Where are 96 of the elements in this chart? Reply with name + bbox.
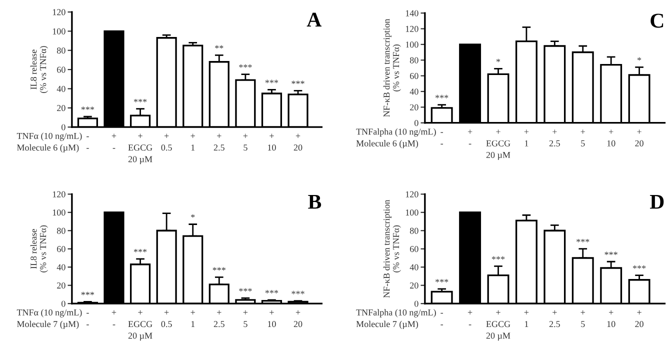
x-tick-label: + - — [468, 130, 472, 145]
y-tick-label: 100 — [406, 210, 418, 216]
x-tick-label: + 20 — [635, 130, 644, 146]
x-tick-label: + 0.5 — [161, 310, 172, 328]
chart-title: A — [306, 12, 322, 26]
y-tick-label: 60 — [57, 66, 66, 73]
data-label: *** — [134, 248, 147, 252]
data-label: *** — [632, 265, 646, 269]
data-label: *** — [292, 290, 304, 294]
data-label: *** — [81, 292, 94, 296]
data-label: *** — [81, 106, 94, 110]
y-tick-label: 40 — [56, 264, 66, 270]
x-axis-title: TNFα (10 ng/mL) Molecule 6 (µM) — [16, 132, 82, 152]
x-tick-label: + 2.5 — [549, 310, 560, 328]
data-label: *** — [436, 94, 448, 98]
x-tick-label: + 20 — [294, 134, 302, 151]
y-axis-title: IL8 release (% vs TNFα) — [30, 46, 48, 93]
y-tick-label: 60 — [410, 72, 418, 80]
data-label: *** — [265, 80, 278, 84]
y-tick-label: 80 — [410, 228, 418, 234]
y-tick-label: 100 — [52, 28, 66, 34]
x-tick-label: + EGCG 20 µM — [128, 310, 152, 341]
x-tick-label: + 20 — [294, 310, 302, 328]
y-tick-label: 20 — [57, 105, 66, 112]
x-tick-label: + - — [468, 310, 472, 326]
x-tick-label: + 0.5 — [161, 134, 172, 151]
y-tick-label: 0 — [414, 120, 418, 126]
x-tick-label: + EGCG 20 µM — [128, 134, 152, 164]
data-label: * — [637, 57, 642, 61]
y-tick-label: 0 — [62, 300, 66, 307]
x-tick-label: + 5 — [243, 134, 248, 151]
x-tick-label: + 10 — [607, 130, 616, 146]
y-tick-label: 80 — [56, 228, 66, 234]
y-tick-label: 120 — [52, 191, 66, 198]
category-label: - - — [440, 312, 444, 326]
data-label: * — [496, 58, 500, 62]
x-tick-label: + 1 — [524, 130, 529, 146]
x-axis-title: TNFalpha (10 ng/mL) Molecule 6 (µM) — [356, 128, 436, 148]
x-tick-label: + 20 — [635, 310, 644, 328]
category-label: - - — [440, 132, 444, 145]
data-label: *** — [239, 64, 252, 68]
x-tick-label: + 10 — [607, 310, 616, 328]
x-tick-label: + 10 — [268, 310, 276, 328]
y-tick-label: 80 — [56, 47, 66, 54]
y-tick-label: 20 — [410, 282, 418, 289]
y-tick-label: 0 — [414, 300, 418, 307]
x-axis-title: TNFα (10 ng/mL) Molecule 7 (µM) — [16, 309, 82, 329]
x-axis-title: TNFalpha (10 ng/mL) Molecule 7 (µM) — [356, 309, 436, 329]
y-tick-label: 40 — [410, 264, 418, 270]
chart-title: C — [650, 14, 664, 28]
x-tick-label: + 2.5 — [214, 134, 224, 151]
data-label: *** — [576, 238, 590, 242]
y-tick-label: 60 — [410, 246, 418, 252]
y-tick-label: 120 — [406, 26, 418, 32]
y-tick-label: 20 — [57, 282, 66, 289]
chart-title: D — [650, 194, 664, 209]
x-tick-label: + 2.5 — [214, 310, 224, 328]
x-tick-label: + EGCG 20 µM — [486, 310, 510, 341]
x-tick-label: + 1 — [190, 310, 195, 328]
y-axis-title: NF-κB driven transcription (% vs TNFα) — [383, 200, 401, 298]
data-label: *** — [134, 98, 147, 102]
data-label: *** — [265, 290, 278, 294]
x-tick-label: + 5 — [580, 310, 585, 328]
y-tick-label: 100 — [52, 210, 66, 216]
y-tick-label: 60 — [57, 246, 66, 252]
data-label: *** — [492, 256, 505, 260]
y-tick-label: 0 — [62, 124, 66, 130]
data-label: * — [191, 214, 195, 218]
y-axis-title: IL8 release (% vs TNFα) — [30, 225, 48, 272]
x-tick-label: + 2.5 — [549, 130, 560, 146]
data-label: *** — [212, 267, 226, 271]
x-tick-label: + EGCG 20 µM — [486, 130, 510, 160]
x-tick-label: + 1 — [524, 310, 529, 328]
x-tick-label: + 5 — [580, 130, 585, 146]
data-label: ** — [215, 45, 224, 49]
y-tick-label: 80 — [410, 57, 418, 64]
y-tick-label: 20 — [410, 104, 418, 110]
data-label: *** — [292, 80, 304, 84]
x-tick-label: + 5 — [243, 310, 248, 328]
data-label: *** — [239, 288, 252, 292]
y-tick-label: 100 — [406, 42, 418, 48]
y-tick-label: 140 — [406, 10, 418, 16]
category-label: - - — [86, 312, 89, 326]
y-tick-label: 40 — [410, 88, 418, 95]
x-tick-label: + 10 — [268, 134, 276, 151]
x-tick-label: + - — [112, 310, 116, 326]
x-tick-label: + - — [112, 134, 116, 149]
y-tick-label: 40 — [56, 86, 66, 92]
y-tick-label: 120 — [52, 9, 66, 16]
data-label: *** — [436, 279, 448, 282]
chart-title: B — [308, 194, 322, 209]
x-tick-label: + 1 — [190, 134, 195, 151]
data-label: *** — [604, 252, 618, 256]
y-axis-title: NF-κB driven transcription (% vs TNFα) — [383, 18, 401, 117]
y-tick-label: 120 — [406, 191, 418, 198]
category-label: - - — [86, 136, 89, 149]
